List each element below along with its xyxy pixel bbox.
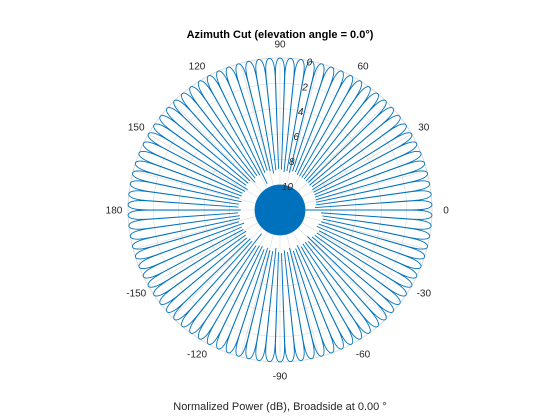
theta-tick-label: -90 xyxy=(273,372,288,383)
r-tick-label: 6 xyxy=(293,132,299,143)
r-tick-label: 0 xyxy=(307,57,313,68)
r-tick-label: 2 xyxy=(301,82,308,93)
theta-tick-label: 150 xyxy=(128,123,145,134)
chart-title: Azimuth Cut (elevation angle = 0.0°) xyxy=(187,29,374,41)
theta-tick-label: 90 xyxy=(274,40,286,51)
pattern-series xyxy=(127,57,433,363)
theta-tick-label: -30 xyxy=(417,289,432,300)
pattern-core xyxy=(254,184,306,236)
theta-tick-label: -60 xyxy=(356,349,371,360)
r-tick-label: 10 xyxy=(282,182,294,193)
theta-tick-label: 120 xyxy=(189,62,206,73)
theta-tick-label: 60 xyxy=(357,62,369,73)
theta-tick-label: 30 xyxy=(418,123,430,134)
x-axis-label: Normalized Power (dB), Broadside at 0.00… xyxy=(173,401,387,413)
r-tick-label: 8 xyxy=(289,157,295,168)
theta-tick-label: 180 xyxy=(106,206,123,217)
theta-tick-label: 0 xyxy=(443,206,449,217)
series-line-0 xyxy=(127,57,433,363)
theta-tick-label: -150 xyxy=(126,289,146,300)
theta-tick-label: -120 xyxy=(187,349,207,360)
r-tick-label: 4 xyxy=(298,107,304,118)
polar-ticks: 0 30 60 90 120 150 180 -150 -120 -90 -60 -30 0 2 4 6 8 10 xyxy=(106,40,450,383)
